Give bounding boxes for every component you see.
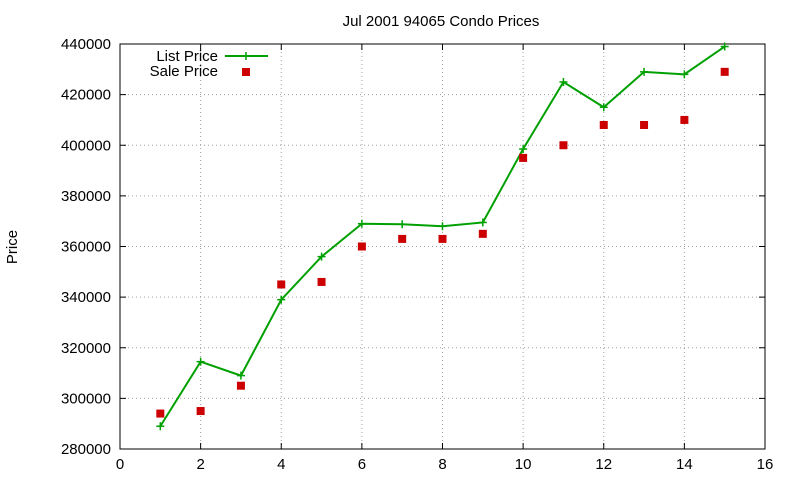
- legend-marker-sale-price: [242, 68, 250, 76]
- y-tick-label: 420000: [61, 87, 111, 104]
- x-tick-label: 6: [358, 456, 366, 473]
- sale-price-point: [236, 381, 245, 390]
- y-tick-label: 360000: [61, 239, 111, 256]
- y-tick-label: 440000: [61, 36, 111, 53]
- sale-price-point: [559, 141, 568, 150]
- sale-price-point: [156, 409, 165, 418]
- list-price-point: [196, 357, 205, 366]
- list-price-point: [357, 219, 366, 228]
- sale-price-point: [599, 121, 608, 129]
- list-price-point: [720, 42, 729, 51]
- legend-marker-list-price: [242, 52, 250, 60]
- list-price-point: [599, 103, 608, 112]
- sale-price-point: [720, 67, 729, 76]
- list-price-point: [398, 220, 407, 229]
- x-tick-label: 14: [676, 456, 693, 473]
- y-tick-label: 400000: [61, 137, 111, 154]
- legend-cross: [242, 52, 250, 60]
- list-price-point: [559, 77, 568, 86]
- sale-price-point: [398, 234, 407, 243]
- list-price-point: [317, 252, 326, 261]
- sale-price-point: [277, 280, 286, 289]
- x-tick-label: 2: [196, 456, 204, 473]
- list-price-point: [519, 145, 528, 154]
- legend: List Price Sale Price: [150, 48, 268, 80]
- y-axis-label: Price: [4, 230, 21, 264]
- x-tick-label: 0: [116, 456, 124, 473]
- x-tick-label: 10: [515, 456, 532, 473]
- list-price-point: [277, 295, 286, 304]
- legend-label-sale-price: Sale Price: [150, 63, 218, 80]
- sale-price-point: [196, 407, 205, 416]
- list-price-point: [640, 67, 649, 76]
- list-price-point: [438, 222, 447, 231]
- chart-title: Jul 2001 94065 Condo Prices: [343, 13, 540, 30]
- x-tick-label: 12: [595, 456, 612, 473]
- x-tick-label: 8: [438, 456, 446, 473]
- list-price-point: [156, 422, 165, 431]
- sale-price-point: [317, 277, 326, 286]
- tick-labels: 0 2 4 6 8 10 12 14 16 280000 300000 320000 340000 360…: [61, 36, 773, 473]
- y-tick-label: 300000: [61, 390, 111, 407]
- sale-price-point: [680, 115, 689, 124]
- sale-price-point: [438, 234, 447, 243]
- y-tick-label: 340000: [61, 289, 111, 306]
- x-tick-label: 4: [277, 456, 285, 473]
- y-tick-label: 280000: [61, 441, 111, 458]
- sale-price-point: [640, 121, 649, 129]
- series: [156, 42, 729, 431]
- y-tick-label: 380000: [61, 188, 111, 205]
- list-price-point: [236, 371, 245, 380]
- sale-price-point: [519, 153, 528, 162]
- sale-price-point: [478, 229, 487, 238]
- plot-frame: [119, 43, 766, 450]
- grid: [120, 44, 765, 449]
- list-price-point: [680, 70, 689, 79]
- y-tick-label: 320000: [61, 340, 111, 357]
- legend-label-list-price: List Price: [156, 48, 218, 65]
- x-tick-label: 16: [757, 456, 774, 473]
- list-price-point: [478, 218, 487, 227]
- sale-price-point: [357, 242, 366, 251]
